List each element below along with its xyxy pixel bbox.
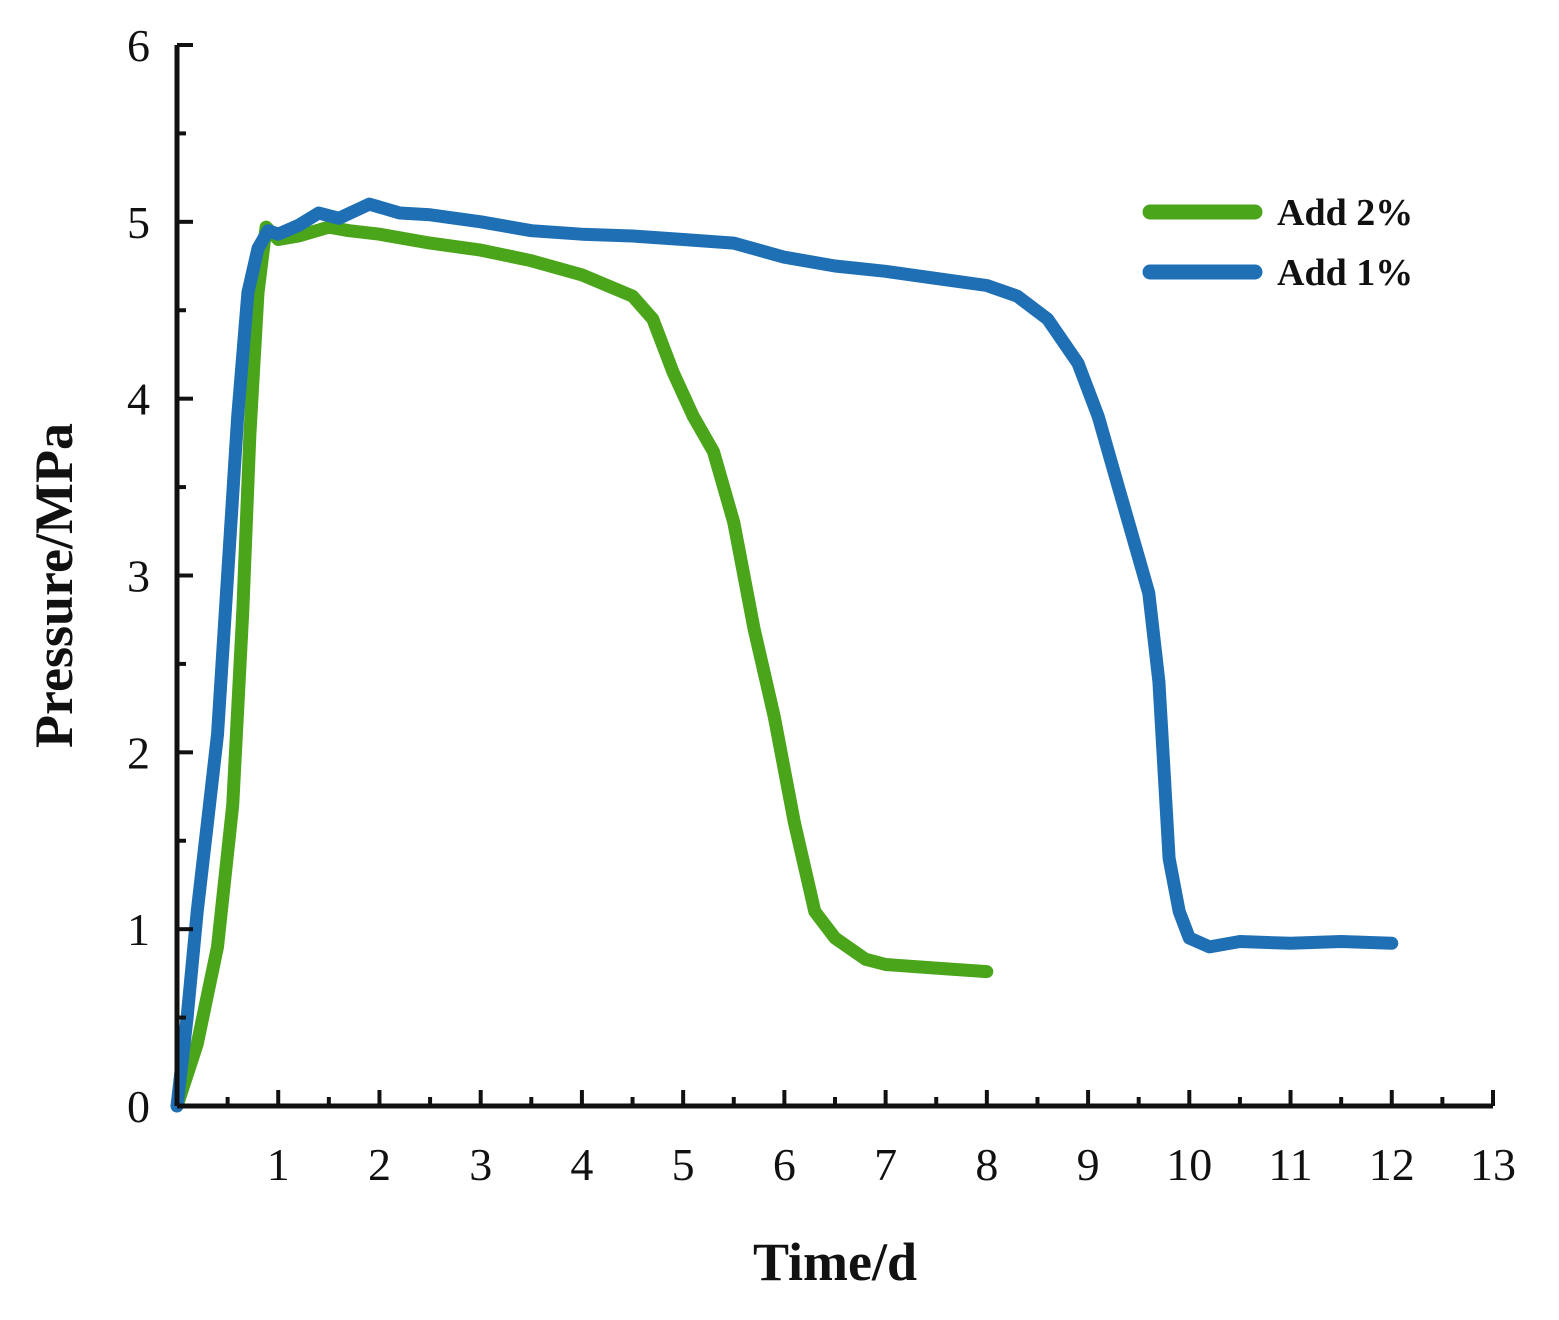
x-tick-label: 1 [267, 1139, 290, 1190]
x-tick-label: 7 [874, 1139, 897, 1190]
y-tick-label: 5 [127, 197, 150, 248]
y-tick-label: 3 [127, 551, 150, 602]
x-tick-label: 8 [975, 1139, 998, 1190]
x-tick-label: 9 [1077, 1139, 1100, 1190]
x-tick-label: 4 [570, 1139, 593, 1190]
series-line-2 [170, 197, 1399, 1113]
y-tick-label: 4 [127, 374, 150, 425]
x-tick-label: 12 [1369, 1139, 1415, 1190]
legend: Add 2% Add 1% [1142, 192, 1413, 294]
y-tick-label: 2 [127, 727, 150, 778]
y-axis-title: Pressure/MPa [24, 423, 84, 748]
x-tick-label: 10 [1166, 1139, 1212, 1190]
x-axis-title: Time/d [753, 1232, 917, 1292]
y-tick-label: 1 [127, 904, 150, 955]
x-tick-label: 5 [672, 1139, 695, 1190]
legend-label-1: Add 2% [1277, 192, 1413, 234]
x-tick-label: 2 [368, 1139, 391, 1190]
series-line-1 [170, 220, 994, 1113]
x-tick-label: 6 [773, 1139, 796, 1190]
y-tick-label: 6 [127, 20, 150, 71]
legend-label-2: Add 1% [1277, 252, 1413, 294]
series-group [170, 197, 1399, 1113]
x-tick-label: 11 [1268, 1139, 1312, 1190]
x-tick-label: 3 [469, 1139, 492, 1190]
x-tick-label: 13 [1470, 1139, 1516, 1190]
y-tick-label: 0 [127, 1081, 150, 1132]
